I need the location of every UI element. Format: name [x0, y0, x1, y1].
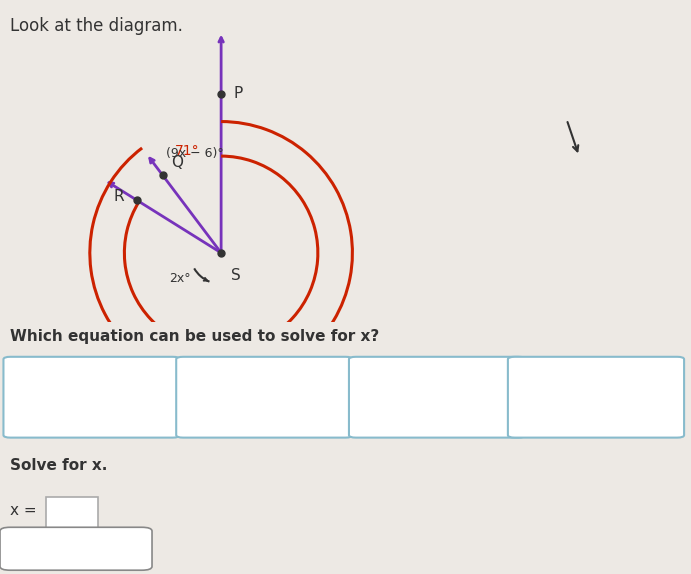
Text: 2x + 3 = 71: 2x + 3 = 71 [222, 390, 307, 404]
Text: 11x − 6 = 71: 11x − 6 = 71 [45, 390, 138, 404]
FancyBboxPatch shape [3, 357, 180, 437]
Text: 7x − 6 = 71: 7x − 6 = 71 [553, 390, 638, 404]
Text: 2x°: 2x° [169, 272, 191, 285]
Text: x =: x = [10, 503, 37, 518]
Text: S: S [231, 268, 241, 283]
Text: (9x − 6)°: (9x − 6)° [166, 146, 224, 160]
Text: Q: Q [171, 155, 183, 170]
FancyBboxPatch shape [46, 497, 98, 530]
Text: Save answer: Save answer [32, 542, 120, 556]
Text: 71°: 71° [175, 144, 200, 158]
Text: Look at the diagram.: Look at the diagram. [10, 17, 183, 35]
Text: 2x + 3x = 71: 2x + 3x = 71 [390, 390, 484, 404]
FancyBboxPatch shape [349, 357, 525, 437]
FancyBboxPatch shape [508, 357, 684, 437]
Text: P: P [234, 86, 243, 101]
Text: Which equation can be used to solve for x?: Which equation can be used to solve for … [10, 329, 379, 344]
FancyBboxPatch shape [0, 528, 152, 570]
Text: R: R [114, 189, 124, 204]
Text: Solve for x.: Solve for x. [10, 458, 108, 473]
FancyBboxPatch shape [176, 357, 352, 437]
